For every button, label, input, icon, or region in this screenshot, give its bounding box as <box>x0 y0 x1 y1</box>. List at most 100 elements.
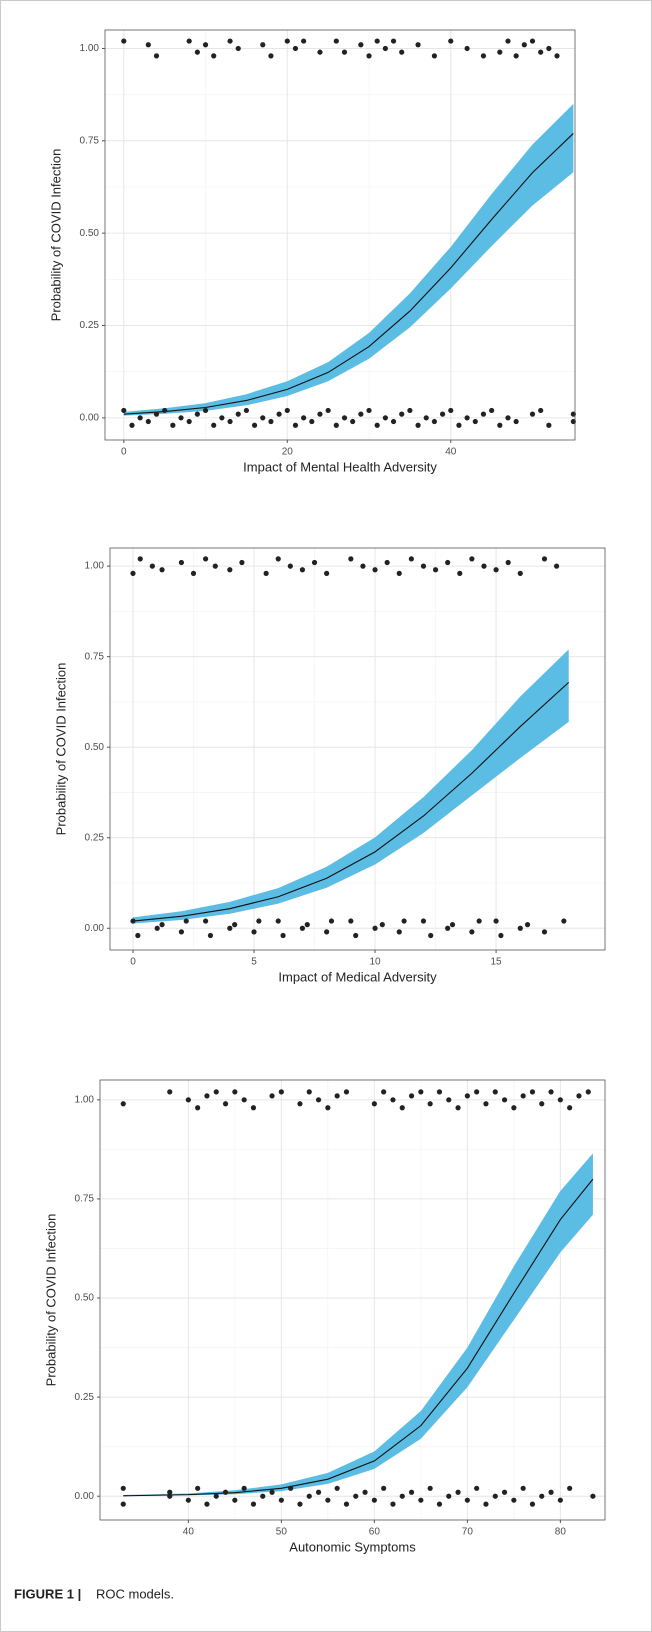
data-point <box>427 1101 433 1107</box>
data-point <box>292 422 299 428</box>
data-point <box>362 1489 368 1495</box>
data-point <box>260 1493 266 1499</box>
data-point <box>297 1101 303 1107</box>
data-point <box>513 53 519 59</box>
data-point <box>420 563 427 569</box>
data-point <box>227 567 233 573</box>
data-point <box>260 42 266 48</box>
data-point <box>162 407 168 414</box>
data-point <box>235 45 241 52</box>
data-point <box>154 925 160 931</box>
data-point <box>227 38 233 44</box>
data-point <box>554 53 560 59</box>
y-tick-label: 0.00 <box>80 412 100 423</box>
x-axis-title: Impact of Medical Adversity <box>278 969 437 984</box>
x-tick-label: 80 <box>555 1527 567 1538</box>
data-point <box>348 918 354 924</box>
data-point <box>213 1493 219 1499</box>
data-point <box>251 422 258 428</box>
data-point <box>457 570 463 576</box>
data-point <box>350 418 356 425</box>
data-point <box>195 1105 201 1111</box>
panel-border <box>99 1079 606 1521</box>
data-point <box>304 922 310 928</box>
data-point <box>194 411 200 417</box>
data-point <box>343 1501 350 1507</box>
data-point <box>408 1489 415 1495</box>
data-point <box>390 1501 396 1507</box>
data-point <box>418 1089 424 1095</box>
x-tick-label: 40 <box>183 1527 195 1538</box>
data-point <box>317 411 323 417</box>
data-point <box>541 929 548 935</box>
data-point <box>469 556 475 562</box>
data-point <box>539 1493 545 1499</box>
data-point <box>408 556 414 562</box>
data-point <box>288 1485 294 1491</box>
data-point <box>276 411 282 417</box>
data-point <box>306 1493 312 1499</box>
data-point <box>492 1493 498 1499</box>
data-point <box>381 1485 387 1491</box>
data-point <box>481 563 487 569</box>
confidence-band <box>132 649 569 924</box>
data-point <box>275 918 281 924</box>
data-point <box>325 407 331 414</box>
data-point <box>222 1489 229 1495</box>
fit-line <box>132 681 570 922</box>
data-point <box>576 1093 582 1099</box>
data-point <box>299 567 306 573</box>
data-point <box>212 563 218 569</box>
y-tick-label: 1.00 <box>80 43 100 54</box>
data-point <box>382 45 388 52</box>
data-point <box>366 53 372 59</box>
data-point <box>418 1497 424 1503</box>
data-point <box>567 1105 573 1111</box>
x-tick-label: 20 <box>282 447 294 458</box>
data-point <box>399 49 405 55</box>
data-point <box>401 918 407 924</box>
data-point <box>278 1497 284 1503</box>
data-point <box>227 418 233 425</box>
data-point <box>381 1089 387 1095</box>
x-tick-label: 50 <box>276 1527 288 1538</box>
data-point <box>493 918 499 924</box>
data-point <box>268 53 274 59</box>
data-point <box>306 1089 312 1095</box>
data-point <box>360 563 366 569</box>
data-point <box>505 38 511 44</box>
data-point <box>297 1501 303 1507</box>
data-point <box>464 1497 470 1503</box>
data-point <box>153 53 160 59</box>
data-point <box>505 415 511 421</box>
data-point <box>149 563 155 569</box>
data-point <box>390 418 397 425</box>
fit-line <box>123 1178 594 1497</box>
data-point <box>546 422 552 428</box>
data-point <box>232 1497 238 1503</box>
data-point <box>529 411 536 417</box>
data-point <box>287 563 293 569</box>
data-point <box>167 1489 173 1495</box>
data-point <box>439 411 446 417</box>
data-point <box>455 1489 461 1495</box>
data-point <box>372 925 378 931</box>
caption-text: ROC models. <box>96 1586 174 1601</box>
data-point <box>520 1093 526 1099</box>
data-point <box>590 1493 596 1499</box>
data-point <box>284 407 290 414</box>
data-point <box>538 407 544 414</box>
data-point <box>513 418 519 425</box>
data-point <box>211 422 217 428</box>
data-point <box>348 556 354 562</box>
data-point <box>371 1101 377 1107</box>
data-point <box>232 922 238 928</box>
data-point <box>445 559 451 566</box>
data-point <box>445 925 451 931</box>
data-point <box>159 567 165 573</box>
data-point <box>548 1089 554 1095</box>
data-point <box>436 1501 443 1507</box>
data-point <box>190 570 197 576</box>
data-point <box>219 415 225 421</box>
